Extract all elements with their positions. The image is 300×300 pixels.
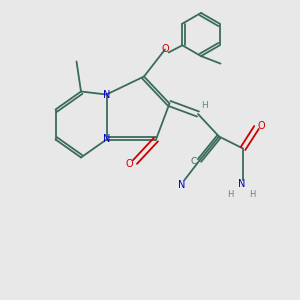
Text: C: C [191, 157, 197, 166]
Text: O: O [257, 121, 265, 131]
Text: O: O [161, 44, 169, 55]
Text: N: N [103, 134, 110, 145]
Text: N: N [103, 89, 110, 100]
Text: H: H [227, 190, 234, 199]
Text: H: H [201, 101, 208, 110]
Text: H: H [249, 190, 256, 199]
Text: O: O [126, 159, 134, 170]
Text: N: N [178, 179, 185, 190]
Text: N: N [238, 178, 245, 189]
